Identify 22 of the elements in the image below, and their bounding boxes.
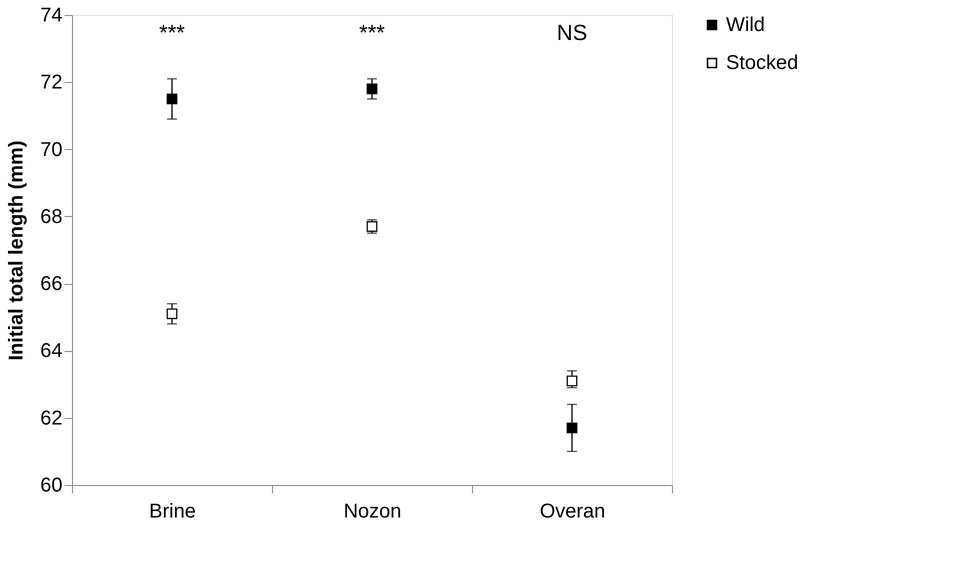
annotation: *** (359, 20, 386, 45)
y-tick-label: 74 (40, 4, 62, 26)
legend-label: Stocked (726, 52, 798, 74)
y-tick-label: 66 (40, 273, 62, 296)
annotation: *** (159, 20, 186, 45)
y-tick-label: 62 (40, 407, 62, 430)
annotation: NS (556, 20, 588, 45)
y-axis-title: Initial total length (mm) (5, 140, 28, 360)
point (366, 84, 378, 94)
point (166, 94, 178, 104)
x-tick-label: Nozon (344, 500, 402, 522)
point (566, 376, 578, 386)
y-tick-label: 64 (40, 340, 62, 362)
legend-label: Wild (726, 14, 765, 36)
point (166, 308, 178, 320)
x-tick-label: Overan (540, 500, 606, 522)
point (566, 422, 578, 434)
y-tick-label: 60 (40, 474, 62, 496)
y-tick-label: 70 (40, 138, 62, 161)
y-tick-label: 72 (40, 72, 62, 94)
x-tick-label: Brine (149, 500, 196, 522)
y-tick-label: 68 (40, 206, 62, 228)
